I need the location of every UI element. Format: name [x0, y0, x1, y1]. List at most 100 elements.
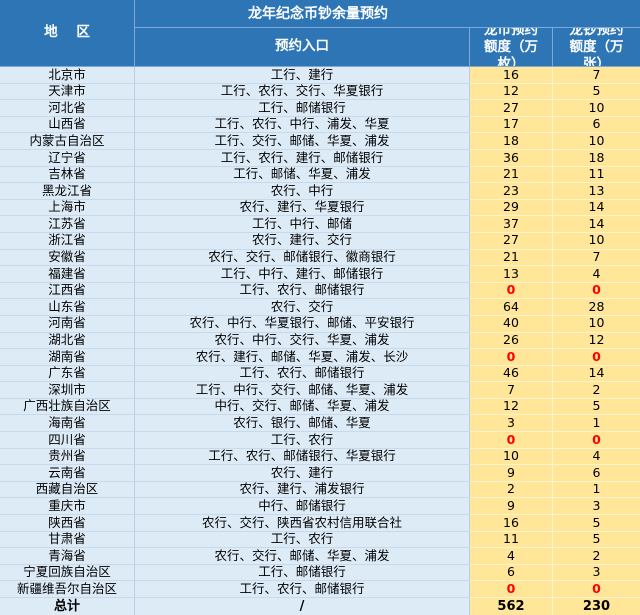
- entry-cell: 农行、交行、陕西省农村信用联合社: [135, 515, 470, 532]
- note-quota-cell: 6: [553, 465, 640, 482]
- entry-cell: 工行、建行: [135, 67, 470, 84]
- entry-cell: 工行、农行、邮储银行: [135, 282, 470, 300]
- region-cell: 广西壮族自治区: [0, 398, 135, 416]
- region-cell: 河北省: [0, 100, 135, 117]
- region-cell: 青海省: [0, 548, 135, 565]
- note-quota-cell: 4: [553, 266, 640, 283]
- entry-cell: 工行、中行、交行、邮储、华夏、浦发: [135, 382, 470, 399]
- region-cell: 北京市: [0, 67, 135, 84]
- coin-quota-column-header: 龙币预约额度（万枚）: [470, 28, 553, 67]
- entry-cell: 工行、农行、邮储银行: [135, 365, 470, 383]
- note-quota-cell: 13: [553, 183, 640, 200]
- region-cell: 山西省: [0, 116, 135, 134]
- coin-quota-cell: 9: [470, 498, 553, 516]
- note-quota-column-header: 龙钞预约额度（万张）: [553, 28, 640, 67]
- region-cell: 吉林省: [0, 166, 135, 184]
- region-cell: 贵州省: [0, 448, 135, 466]
- coin-quota-cell: 27: [470, 100, 553, 117]
- region-cell: 福建省: [0, 266, 135, 283]
- note-quota-cell: 5: [553, 515, 640, 532]
- coin-quota-cell: 13: [470, 266, 553, 283]
- entry-cell: 农行、中行、华夏银行、邮储、平安银行: [135, 315, 470, 333]
- note-quota-cell: 10: [553, 232, 640, 250]
- coin-quota-cell: 4: [470, 548, 553, 565]
- region-cell: 湖北省: [0, 332, 135, 350]
- note-quota-cell: 14: [553, 216, 640, 233]
- coin-quota-cell: 37: [470, 216, 553, 233]
- coin-quota-cell: 6: [470, 564, 553, 582]
- table-title: 龙年纪念币钞余量预约: [135, 0, 640, 28]
- entry-cell: 工行、邮储、华夏、浦发: [135, 166, 470, 184]
- note-quota-cell: 1: [553, 481, 640, 499]
- region-cell: 甘肃省: [0, 531, 135, 549]
- coin-quota-cell: 21: [470, 249, 553, 267]
- region-cell: 深圳市: [0, 382, 135, 399]
- coin-quota-cell: 64: [470, 299, 553, 316]
- note-quota-cell: 0: [553, 581, 640, 598]
- region-cell: 云南省: [0, 465, 135, 482]
- coin-quota-cell: 46: [470, 365, 553, 383]
- coin-quota-cell: 40: [470, 315, 553, 333]
- note-quota-cell: 1: [553, 415, 640, 433]
- entry-cell: 中行、邮储银行: [135, 498, 470, 516]
- note-quota-cell: 3: [553, 498, 640, 516]
- note-quota-cell: 3: [553, 564, 640, 582]
- entry-cell: 工行、交行、邮储、华夏、浦发: [135, 133, 470, 150]
- entry-cell: 工行、农行、建行、邮储银行: [135, 149, 470, 167]
- entry-cell: 工行、农行、交行、华夏银行: [135, 83, 470, 101]
- note-quota-cell: 18: [553, 149, 640, 167]
- coin-quota-cell: 0: [470, 282, 553, 300]
- region-cell: 上海市: [0, 199, 135, 217]
- note-quota-cell: 28: [553, 299, 640, 316]
- region-cell: 河南省: [0, 315, 135, 333]
- coin-quota-cell: 27: [470, 232, 553, 250]
- region-cell: 海南省: [0, 415, 135, 433]
- region-cell: 宁夏回族自治区: [0, 564, 135, 582]
- coin-quota-cell: 26: [470, 332, 553, 350]
- note-quota-cell: 4: [553, 448, 640, 466]
- region-cell: 新疆维吾尔自治区: [0, 581, 135, 598]
- region-cell: 广东省: [0, 365, 135, 383]
- note-quota-cell: 10: [553, 133, 640, 150]
- entry-cell: 农行、交行: [135, 299, 470, 316]
- coin-quota-cell: 16: [470, 515, 553, 532]
- note-quota-cell: 5: [553, 83, 640, 101]
- note-quota-cell: 7: [553, 249, 640, 267]
- region-cell: 湖南省: [0, 349, 135, 366]
- coin-quota-cell: 0: [470, 349, 553, 366]
- entry-cell: 农行、中行: [135, 183, 470, 200]
- entry-cell: 农行、银行、邮储、华夏: [135, 415, 470, 433]
- region-cell: 浙江省: [0, 232, 135, 250]
- coin-quota-cell: 0: [470, 581, 553, 598]
- coin-quota-cell: 29: [470, 199, 553, 217]
- entry-cell: 工行、邮储银行: [135, 564, 470, 582]
- entry-cell: 农行、交行、邮储银行、徽商银行: [135, 249, 470, 267]
- note-quota-cell: 5: [553, 531, 640, 549]
- coin-quota-cell: 9: [470, 465, 553, 482]
- note-quota-cell: 6: [553, 116, 640, 134]
- total-entry-cell: /: [135, 598, 470, 615]
- region-cell: 江苏省: [0, 216, 135, 233]
- total-coin-quota-cell: 562: [470, 598, 553, 615]
- region-column-header: 地 区: [0, 0, 135, 67]
- coin-quota-cell: 36: [470, 149, 553, 167]
- entry-cell: 工行、邮储银行: [135, 100, 470, 117]
- note-quota-cell: 10: [553, 100, 640, 117]
- entry-cell: 工行、农行、中行、浦发、华夏: [135, 116, 470, 134]
- entry-cell: 农行、交行、邮储、华夏、浦发: [135, 548, 470, 565]
- coin-quota-cell: 7: [470, 382, 553, 399]
- coin-quota-cell: 10: [470, 448, 553, 466]
- coin-quota-cell: 23: [470, 183, 553, 200]
- note-quota-cell: 2: [553, 548, 640, 565]
- coin-quota-cell: 16: [470, 67, 553, 84]
- entry-cell: 工行、中行、建行、邮储银行: [135, 266, 470, 283]
- coin-quota-cell: 0: [470, 432, 553, 449]
- coin-quota-cell: 11: [470, 531, 553, 549]
- coin-quota-cell: 18: [470, 133, 553, 150]
- region-cell: 黑龙江省: [0, 183, 135, 200]
- entry-cell: 工行、农行、邮储银行: [135, 581, 470, 598]
- note-quota-cell: 12: [553, 332, 640, 350]
- region-cell: 天津市: [0, 83, 135, 101]
- note-quota-cell: 10: [553, 315, 640, 333]
